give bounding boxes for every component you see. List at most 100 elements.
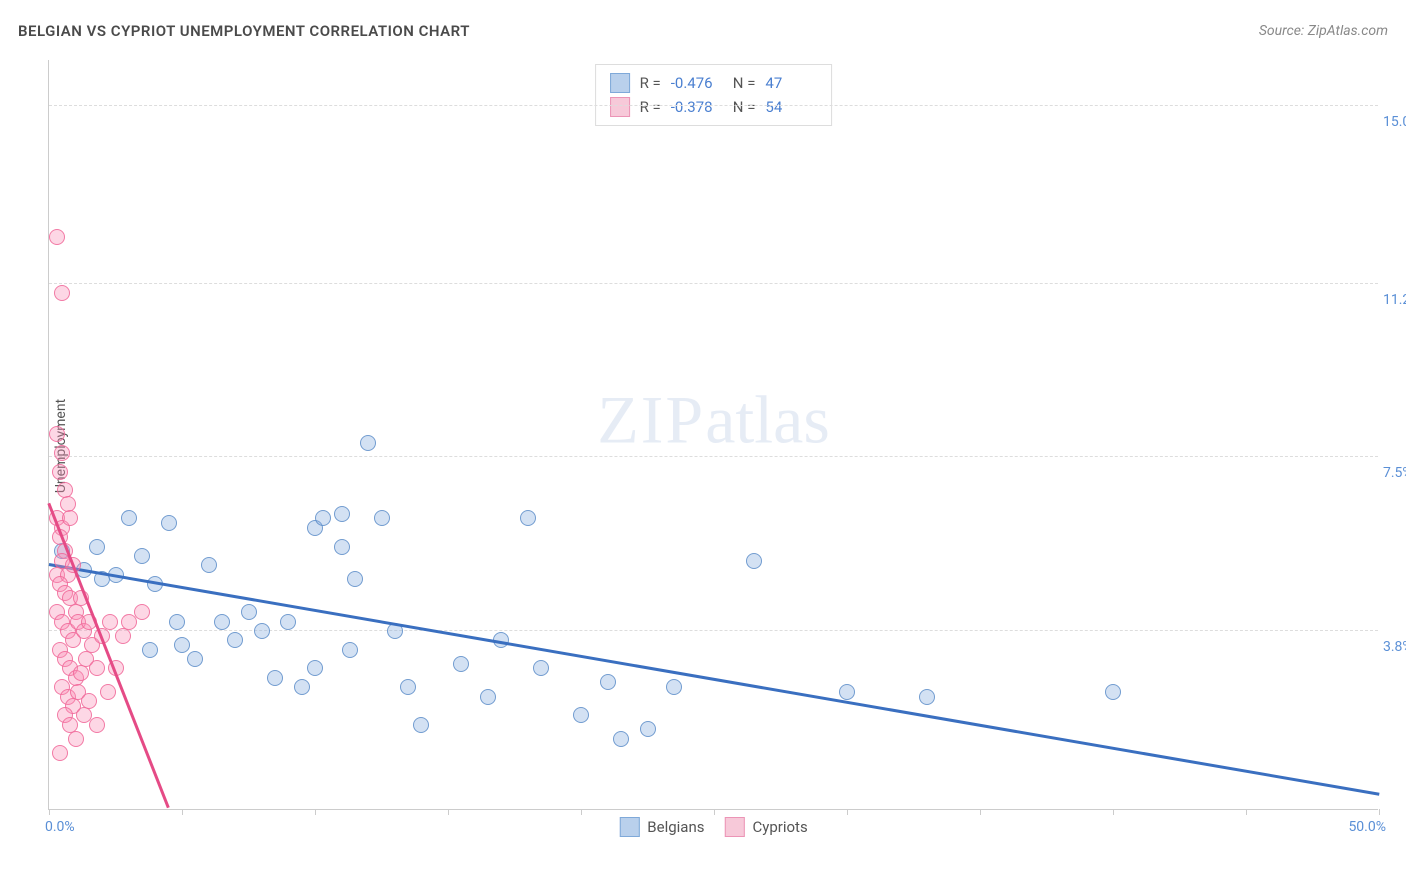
point-belgian (187, 651, 203, 667)
n-value-belgians: 47 (765, 74, 817, 92)
point-belgian (919, 689, 935, 705)
r-value-cypriots: -0.378 (671, 98, 723, 116)
n-label: N = (733, 98, 756, 116)
point-belgian (746, 553, 762, 569)
trendline-belgian (49, 563, 1379, 795)
gridline (49, 283, 1378, 284)
point-belgian (294, 679, 310, 695)
point-belgian (839, 684, 855, 700)
swatch-belgians (619, 817, 639, 837)
point-cypriot (49, 426, 65, 442)
x-tick (581, 809, 582, 815)
point-cypriot (89, 660, 105, 676)
point-belgian (400, 679, 416, 695)
legend-item-belgians: Belgians (619, 817, 704, 837)
header: BELGIAN VS CYPRIOT UNEMPLOYMENT CORRELAT… (18, 22, 1388, 40)
stats-row-cypriots: R = -0.378 N = 54 (610, 95, 818, 119)
point-belgian (280, 614, 296, 630)
legend-item-cypriots: Cypriots (724, 817, 807, 837)
point-cypriot (54, 285, 70, 301)
watermark: ZIPatlas (597, 380, 830, 459)
point-cypriot (81, 693, 97, 709)
point-belgian (342, 642, 358, 658)
point-belgian (267, 670, 283, 686)
point-belgian (241, 604, 257, 620)
point-cypriot (102, 614, 118, 630)
point-cypriot (115, 628, 131, 644)
point-belgian (600, 674, 616, 690)
point-belgian (334, 506, 350, 522)
point-cypriot (49, 229, 65, 245)
point-belgian (533, 660, 549, 676)
point-cypriot (62, 510, 78, 526)
point-belgian (214, 614, 230, 630)
swatch-cypriots (610, 97, 630, 117)
r-value-belgians: -0.476 (671, 74, 723, 92)
point-belgian (613, 731, 629, 747)
x-tick (182, 809, 183, 815)
point-belgian (666, 679, 682, 695)
x-tick-label-min: 0.0% (45, 819, 75, 835)
swatch-cypriots (724, 817, 744, 837)
point-belgian (174, 637, 190, 653)
point-belgian (374, 510, 390, 526)
point-belgian (201, 557, 217, 573)
gridline (49, 630, 1378, 631)
point-cypriot (73, 665, 89, 681)
x-tick (847, 809, 848, 815)
y-tick-label: 15.0% (1383, 114, 1406, 130)
swatch-belgians (610, 73, 630, 93)
point-belgian (480, 689, 496, 705)
point-belgian (254, 623, 270, 639)
scatter-plot: ZIPatlas R = -0.476 N = 47 R = -0.378 N … (48, 60, 1378, 810)
stats-row-belgians: R = -0.476 N = 47 (610, 71, 818, 95)
point-cypriot (52, 464, 68, 480)
point-belgian (134, 548, 150, 564)
x-tick (714, 809, 715, 815)
point-belgian (520, 510, 536, 526)
x-tick (1246, 809, 1247, 815)
source-label: Source: ZipAtlas.com (1259, 23, 1388, 39)
point-belgian (453, 656, 469, 672)
point-belgian (121, 510, 137, 526)
point-belgian (360, 435, 376, 451)
watermark-zip: ZIP (597, 381, 705, 457)
n-value-cypriots: 54 (765, 98, 817, 116)
point-belgian (413, 717, 429, 733)
point-belgian (142, 642, 158, 658)
bottom-legend: Belgians Cypriots (619, 817, 807, 837)
point-cypriot (52, 745, 68, 761)
point-belgian (640, 721, 656, 737)
legend-label-belgians: Belgians (647, 818, 704, 836)
point-belgian (347, 571, 363, 587)
point-cypriot (54, 445, 70, 461)
watermark-atlas: atlas (705, 381, 830, 457)
x-tick (49, 809, 50, 815)
y-tick-label: 3.8% (1383, 639, 1406, 655)
point-cypriot (100, 684, 116, 700)
stats-legend-box: R = -0.476 N = 47 R = -0.378 N = 54 (595, 64, 833, 126)
x-tick (1113, 809, 1114, 815)
point-belgian (573, 707, 589, 723)
point-belgian (169, 614, 185, 630)
n-label: N = (733, 74, 756, 92)
r-label: R = (640, 98, 661, 116)
x-tick-label-max: 50.0% (1348, 819, 1386, 835)
point-belgian (334, 539, 350, 555)
gridline (49, 105, 1378, 106)
legend-label-cypriots: Cypriots (752, 818, 807, 836)
point-belgian (161, 515, 177, 531)
x-tick (448, 809, 449, 815)
y-tick-label: 11.2% (1383, 292, 1406, 308)
point-belgian (1105, 684, 1121, 700)
point-belgian (307, 660, 323, 676)
point-cypriot (89, 717, 105, 733)
point-belgian (315, 510, 331, 526)
chart-title: BELGIAN VS CYPRIOT UNEMPLOYMENT CORRELAT… (18, 22, 470, 40)
point-cypriot (68, 731, 84, 747)
r-label: R = (640, 74, 661, 92)
point-belgian (89, 539, 105, 555)
x-tick (980, 809, 981, 815)
y-tick-label: 7.5% (1383, 465, 1406, 481)
x-tick (315, 809, 316, 815)
